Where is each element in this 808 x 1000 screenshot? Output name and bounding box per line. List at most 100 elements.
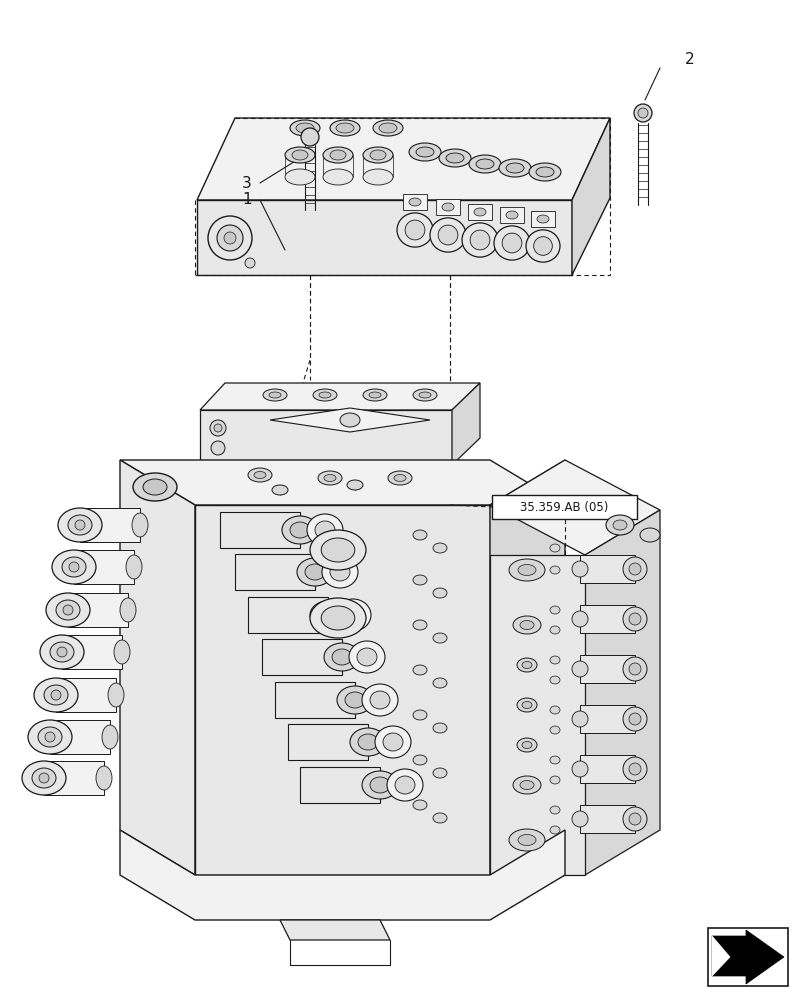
Ellipse shape bbox=[375, 726, 411, 758]
Bar bbox=[708, 928, 788, 986]
Ellipse shape bbox=[69, 562, 79, 572]
Ellipse shape bbox=[210, 420, 226, 436]
Ellipse shape bbox=[640, 528, 660, 542]
Ellipse shape bbox=[282, 516, 318, 544]
Text: 3: 3 bbox=[242, 176, 252, 190]
Ellipse shape bbox=[39, 773, 49, 783]
Ellipse shape bbox=[629, 813, 641, 825]
Ellipse shape bbox=[502, 233, 522, 253]
Bar bbox=[436, 199, 460, 215]
Ellipse shape bbox=[416, 147, 434, 157]
Ellipse shape bbox=[217, 225, 243, 251]
Ellipse shape bbox=[430, 218, 466, 252]
Bar bbox=[492, 495, 637, 519]
Ellipse shape bbox=[469, 155, 501, 173]
Ellipse shape bbox=[413, 800, 427, 810]
Ellipse shape bbox=[44, 685, 68, 705]
Ellipse shape bbox=[550, 706, 560, 714]
Ellipse shape bbox=[419, 392, 431, 398]
Ellipse shape bbox=[323, 169, 353, 185]
Ellipse shape bbox=[638, 108, 648, 118]
Polygon shape bbox=[275, 682, 355, 718]
Polygon shape bbox=[120, 460, 195, 875]
Ellipse shape bbox=[413, 389, 437, 401]
Polygon shape bbox=[288, 724, 368, 760]
Ellipse shape bbox=[433, 543, 447, 553]
Ellipse shape bbox=[324, 643, 360, 671]
Ellipse shape bbox=[433, 813, 447, 823]
Ellipse shape bbox=[318, 471, 342, 485]
Ellipse shape bbox=[75, 520, 85, 530]
Ellipse shape bbox=[379, 123, 397, 133]
Ellipse shape bbox=[513, 616, 541, 634]
Polygon shape bbox=[712, 930, 784, 984]
Ellipse shape bbox=[433, 588, 447, 598]
Ellipse shape bbox=[315, 521, 335, 539]
Ellipse shape bbox=[58, 508, 102, 542]
Ellipse shape bbox=[572, 661, 588, 677]
Ellipse shape bbox=[629, 763, 641, 775]
Ellipse shape bbox=[529, 163, 561, 181]
Ellipse shape bbox=[438, 225, 458, 245]
Ellipse shape bbox=[322, 556, 358, 588]
Polygon shape bbox=[120, 460, 565, 505]
Ellipse shape bbox=[322, 606, 355, 630]
Ellipse shape bbox=[322, 538, 355, 562]
Ellipse shape bbox=[550, 544, 560, 552]
Polygon shape bbox=[452, 383, 480, 465]
Ellipse shape bbox=[518, 834, 536, 846]
Ellipse shape bbox=[613, 520, 627, 530]
Ellipse shape bbox=[290, 120, 320, 136]
Ellipse shape bbox=[629, 663, 641, 675]
Ellipse shape bbox=[254, 472, 266, 479]
Polygon shape bbox=[490, 555, 585, 875]
Ellipse shape bbox=[301, 128, 319, 146]
Ellipse shape bbox=[318, 607, 338, 623]
Polygon shape bbox=[197, 118, 610, 200]
Ellipse shape bbox=[413, 665, 427, 675]
Ellipse shape bbox=[572, 811, 588, 827]
Bar bbox=[580, 555, 635, 583]
Bar bbox=[74, 550, 134, 584]
Ellipse shape bbox=[550, 656, 560, 664]
Ellipse shape bbox=[550, 566, 560, 574]
Ellipse shape bbox=[323, 147, 353, 163]
Ellipse shape bbox=[387, 769, 423, 801]
Ellipse shape bbox=[572, 711, 588, 727]
Polygon shape bbox=[197, 200, 572, 275]
Ellipse shape bbox=[310, 598, 366, 638]
Ellipse shape bbox=[442, 203, 454, 211]
Ellipse shape bbox=[63, 605, 73, 615]
Ellipse shape bbox=[623, 557, 647, 581]
Ellipse shape bbox=[433, 633, 447, 643]
Bar bbox=[50, 720, 110, 754]
Ellipse shape bbox=[370, 777, 390, 793]
Bar bbox=[68, 593, 128, 627]
Ellipse shape bbox=[40, 635, 84, 669]
Ellipse shape bbox=[413, 710, 427, 720]
Ellipse shape bbox=[248, 468, 272, 482]
Ellipse shape bbox=[332, 649, 352, 665]
Ellipse shape bbox=[57, 647, 67, 657]
Ellipse shape bbox=[310, 601, 346, 629]
Ellipse shape bbox=[370, 150, 386, 160]
Ellipse shape bbox=[296, 123, 314, 133]
Ellipse shape bbox=[370, 691, 390, 709]
Ellipse shape bbox=[506, 211, 518, 219]
Ellipse shape bbox=[550, 826, 560, 834]
Ellipse shape bbox=[550, 676, 560, 684]
Ellipse shape bbox=[102, 725, 118, 749]
Polygon shape bbox=[490, 460, 660, 555]
Ellipse shape bbox=[373, 120, 403, 136]
Ellipse shape bbox=[324, 475, 336, 482]
Ellipse shape bbox=[413, 620, 427, 630]
Ellipse shape bbox=[629, 713, 641, 725]
Ellipse shape bbox=[518, 564, 536, 576]
Polygon shape bbox=[248, 597, 328, 633]
Polygon shape bbox=[270, 408, 430, 432]
Bar bbox=[56, 678, 116, 712]
Ellipse shape bbox=[494, 226, 530, 260]
Ellipse shape bbox=[45, 732, 55, 742]
Ellipse shape bbox=[347, 480, 363, 490]
Ellipse shape bbox=[446, 153, 464, 163]
